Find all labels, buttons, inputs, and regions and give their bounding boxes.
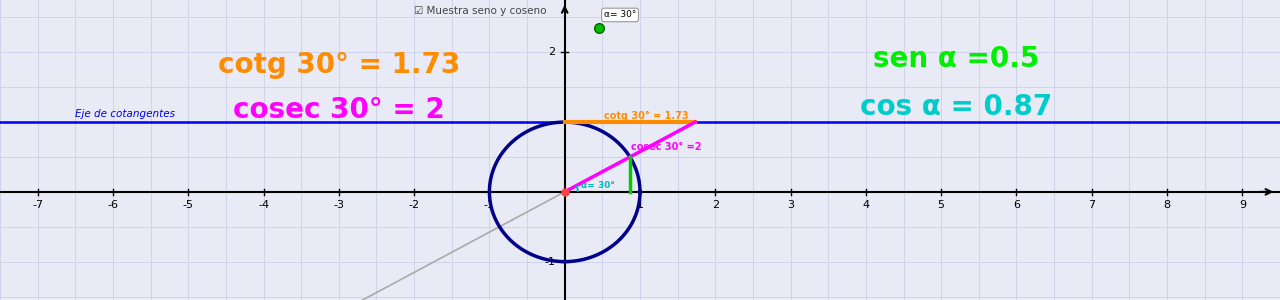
Text: 6: 6 (1012, 200, 1020, 210)
Text: -5: -5 (183, 200, 193, 210)
Text: Eje de cotangentes: Eje de cotangentes (76, 109, 175, 119)
Text: -7: -7 (32, 200, 44, 210)
Text: 2: 2 (549, 47, 556, 57)
Text: 3: 3 (787, 200, 794, 210)
Text: 9: 9 (1239, 200, 1245, 210)
Text: α= 30°: α= 30° (604, 11, 636, 20)
Text: ☑ Muestra seno y coseno: ☑ Muestra seno y coseno (415, 6, 547, 16)
Text: -1: -1 (545, 256, 556, 267)
Text: cos α = 0.87: cos α = 0.87 (860, 93, 1052, 121)
Text: -4: -4 (259, 200, 269, 210)
Text: -3: -3 (333, 200, 344, 210)
Text: 7: 7 (1088, 200, 1096, 210)
Text: cosec 30° = 2: cosec 30° = 2 (233, 95, 444, 124)
Text: -2: -2 (408, 200, 420, 210)
Text: 8: 8 (1164, 200, 1171, 210)
Text: -6: -6 (108, 200, 119, 210)
Text: cosec 30° =2: cosec 30° =2 (631, 142, 701, 152)
Text: sen α =0.5: sen α =0.5 (873, 45, 1039, 73)
Text: -1: -1 (484, 200, 495, 210)
Text: cotg 30° = 1.73: cotg 30° = 1.73 (604, 110, 689, 121)
Text: 4: 4 (863, 200, 869, 210)
Text: cotg 30° = 1.73: cotg 30° = 1.73 (218, 51, 460, 79)
Text: 1: 1 (636, 200, 644, 210)
Text: 5: 5 (938, 200, 945, 210)
Text: 2: 2 (712, 200, 719, 210)
Text: α= 30°: α= 30° (581, 181, 616, 190)
